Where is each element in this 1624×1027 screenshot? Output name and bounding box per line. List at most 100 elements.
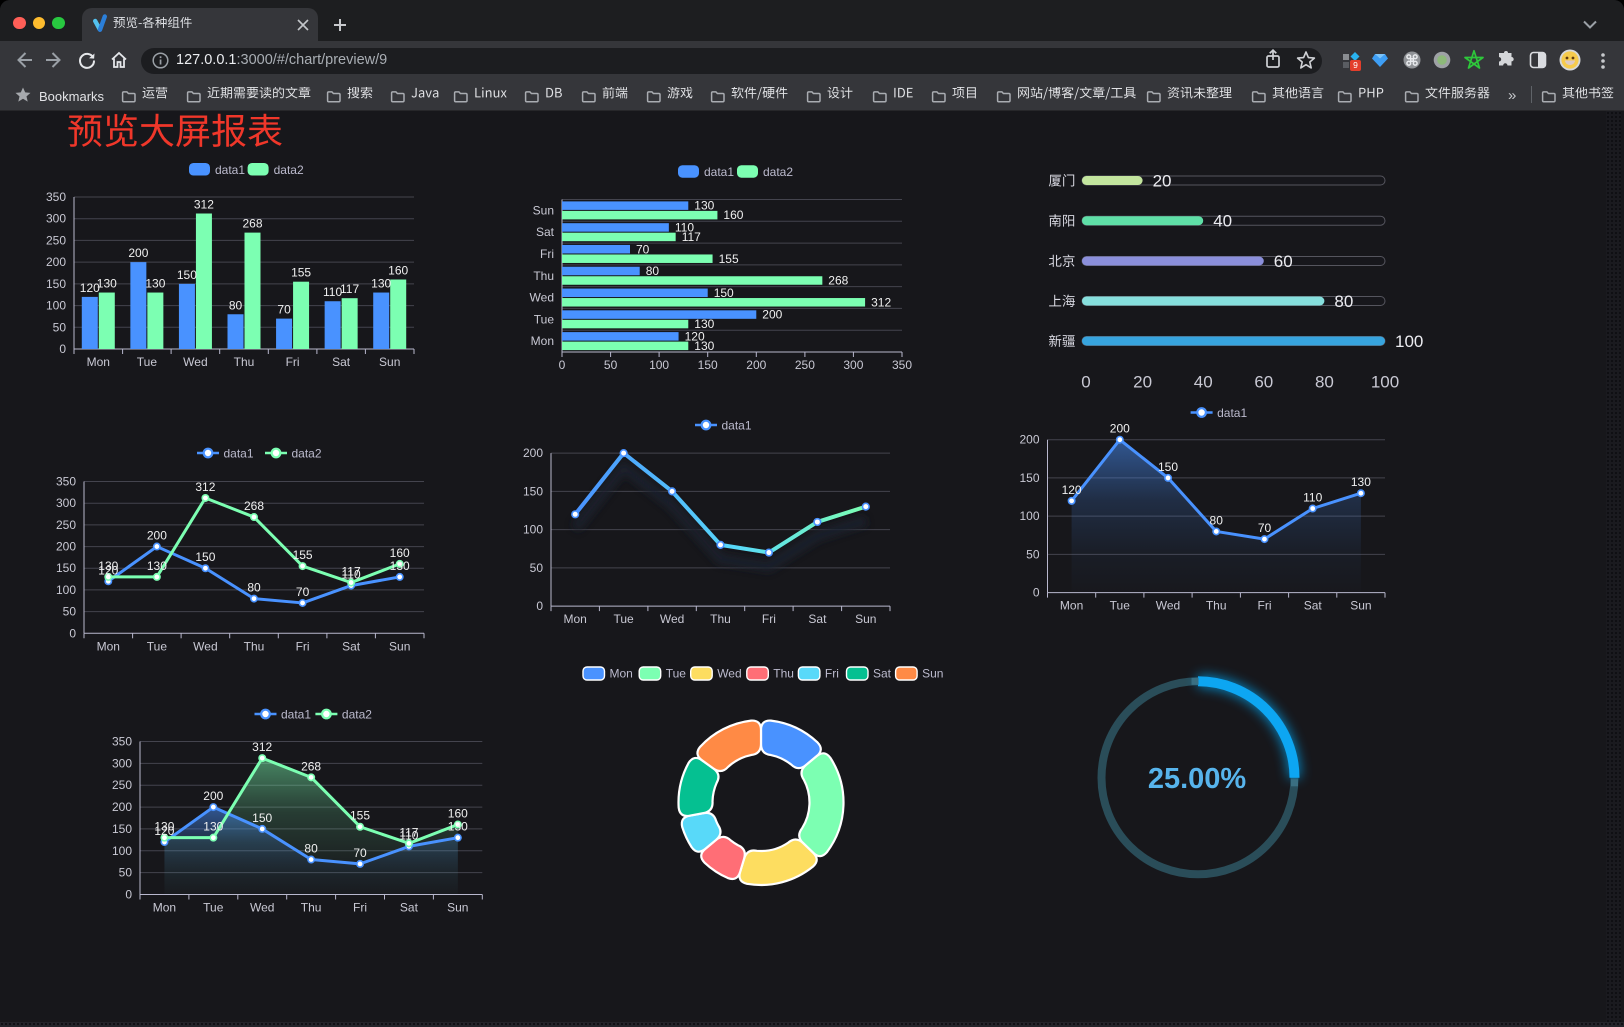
svg-text:9: 9 bbox=[1353, 60, 1358, 70]
svg-text:Wed: Wed bbox=[717, 667, 741, 681]
svg-text:Sat: Sat bbox=[536, 225, 555, 239]
svg-text:250: 250 bbox=[46, 233, 66, 247]
svg-text:data1: data1 bbox=[722, 419, 752, 433]
svg-text:Sat: Sat bbox=[873, 667, 892, 681]
svg-text:Mon: Mon bbox=[97, 639, 120, 653]
svg-text:117: 117 bbox=[342, 565, 361, 579]
svg-text:Thu: Thu bbox=[301, 901, 322, 915]
svg-text:50: 50 bbox=[1026, 547, 1040, 561]
svg-text:100: 100 bbox=[46, 299, 66, 313]
svg-text:Sun: Sun bbox=[922, 667, 943, 681]
svg-text:130: 130 bbox=[97, 277, 117, 291]
svg-text:data1: data1 bbox=[224, 447, 254, 461]
svg-text:Sat: Sat bbox=[400, 901, 419, 915]
svg-text:data2: data2 bbox=[274, 163, 304, 177]
svg-text:data2: data2 bbox=[342, 708, 372, 722]
svg-text:130: 130 bbox=[154, 820, 174, 834]
svg-text:data1: data1 bbox=[1217, 406, 1247, 420]
svg-text:Tue: Tue bbox=[534, 312, 555, 326]
svg-text:130: 130 bbox=[98, 559, 118, 573]
svg-text:300: 300 bbox=[843, 358, 863, 372]
svg-text:Tue: Tue bbox=[147, 639, 168, 653]
svg-text:100: 100 bbox=[112, 844, 132, 858]
svg-text:Fri: Fri bbox=[825, 667, 839, 681]
svg-text:110: 110 bbox=[342, 568, 361, 582]
svg-text:312: 312 bbox=[871, 295, 891, 309]
svg-text:Wed: Wed bbox=[183, 355, 207, 369]
svg-text:Wed: Wed bbox=[193, 639, 217, 653]
svg-text:50: 50 bbox=[119, 866, 133, 880]
svg-text:Sun: Sun bbox=[379, 355, 400, 369]
svg-text:155: 155 bbox=[719, 252, 739, 266]
svg-text:200: 200 bbox=[523, 446, 543, 460]
svg-text:300: 300 bbox=[46, 212, 66, 226]
svg-text:150: 150 bbox=[46, 277, 66, 291]
svg-text:0: 0 bbox=[59, 342, 66, 356]
svg-text:Mon: Mon bbox=[87, 355, 110, 369]
svg-text:70: 70 bbox=[636, 242, 650, 256]
svg-text:120: 120 bbox=[685, 329, 705, 343]
svg-text:50: 50 bbox=[604, 358, 618, 372]
svg-text:data1: data1 bbox=[215, 163, 245, 177]
svg-text:Sun: Sun bbox=[389, 639, 410, 653]
svg-text:50: 50 bbox=[530, 561, 544, 575]
svg-text:160: 160 bbox=[388, 264, 408, 278]
svg-text:Thu: Thu bbox=[244, 639, 265, 653]
svg-text:data2: data2 bbox=[292, 447, 322, 461]
svg-text:150: 150 bbox=[56, 561, 76, 575]
svg-text:Sun: Sun bbox=[855, 612, 876, 626]
svg-text:130: 130 bbox=[694, 199, 714, 213]
svg-text:80: 80 bbox=[1210, 513, 1224, 527]
svg-text:117: 117 bbox=[340, 282, 359, 296]
svg-text:Tue: Tue bbox=[613, 612, 634, 626]
svg-text:130: 130 bbox=[694, 317, 714, 331]
svg-text:Thu: Thu bbox=[533, 269, 554, 283]
svg-text:data1: data1 bbox=[704, 165, 734, 179]
svg-text:Wed: Wed bbox=[660, 612, 684, 626]
svg-text:200: 200 bbox=[128, 246, 148, 260]
svg-text:200: 200 bbox=[203, 789, 223, 803]
svg-text:Thu: Thu bbox=[234, 355, 255, 369]
svg-text:0: 0 bbox=[125, 888, 132, 902]
svg-text:117: 117 bbox=[399, 825, 418, 839]
svg-text:160: 160 bbox=[390, 546, 410, 560]
svg-text:Thu: Thu bbox=[773, 667, 794, 681]
svg-text:100: 100 bbox=[649, 358, 669, 372]
svg-text:150: 150 bbox=[1158, 460, 1178, 474]
svg-text:150: 150 bbox=[523, 484, 543, 498]
svg-text:155: 155 bbox=[350, 809, 370, 823]
svg-text:200: 200 bbox=[56, 540, 76, 554]
svg-text:Sun: Sun bbox=[533, 203, 554, 217]
svg-text:40: 40 bbox=[1194, 373, 1213, 392]
svg-text:50: 50 bbox=[53, 320, 67, 334]
svg-text:120: 120 bbox=[98, 563, 118, 577]
svg-text:60: 60 bbox=[1274, 252, 1293, 271]
svg-text:Tue: Tue bbox=[666, 667, 687, 681]
svg-text:Fri: Fri bbox=[296, 639, 310, 653]
svg-text:130: 130 bbox=[694, 339, 714, 353]
svg-text:Wed: Wed bbox=[250, 901, 274, 915]
svg-text:268: 268 bbox=[244, 499, 264, 513]
svg-text:80: 80 bbox=[247, 581, 261, 595]
svg-text:250: 250 bbox=[56, 518, 76, 532]
svg-text:Fri: Fri bbox=[1258, 599, 1272, 613]
svg-text:Fri: Fri bbox=[353, 901, 367, 915]
svg-text:312: 312 bbox=[252, 740, 272, 754]
svg-text:200: 200 bbox=[46, 255, 66, 269]
svg-text:250: 250 bbox=[112, 778, 132, 792]
svg-text:300: 300 bbox=[112, 756, 132, 770]
svg-text:120: 120 bbox=[80, 281, 100, 295]
svg-text:100: 100 bbox=[56, 583, 76, 597]
svg-text:Sat: Sat bbox=[342, 639, 361, 653]
svg-text:200: 200 bbox=[762, 308, 782, 322]
svg-text:60: 60 bbox=[1254, 373, 1273, 392]
svg-text:150: 150 bbox=[698, 358, 718, 372]
svg-text:120: 120 bbox=[154, 824, 174, 838]
svg-text:155: 155 bbox=[291, 266, 311, 280]
svg-text:70: 70 bbox=[353, 846, 367, 860]
svg-text:130: 130 bbox=[448, 820, 468, 834]
svg-text:0: 0 bbox=[1081, 373, 1090, 392]
svg-text:100: 100 bbox=[1371, 373, 1399, 392]
svg-text:Sun: Sun bbox=[447, 901, 468, 915]
svg-text:110: 110 bbox=[323, 285, 342, 299]
